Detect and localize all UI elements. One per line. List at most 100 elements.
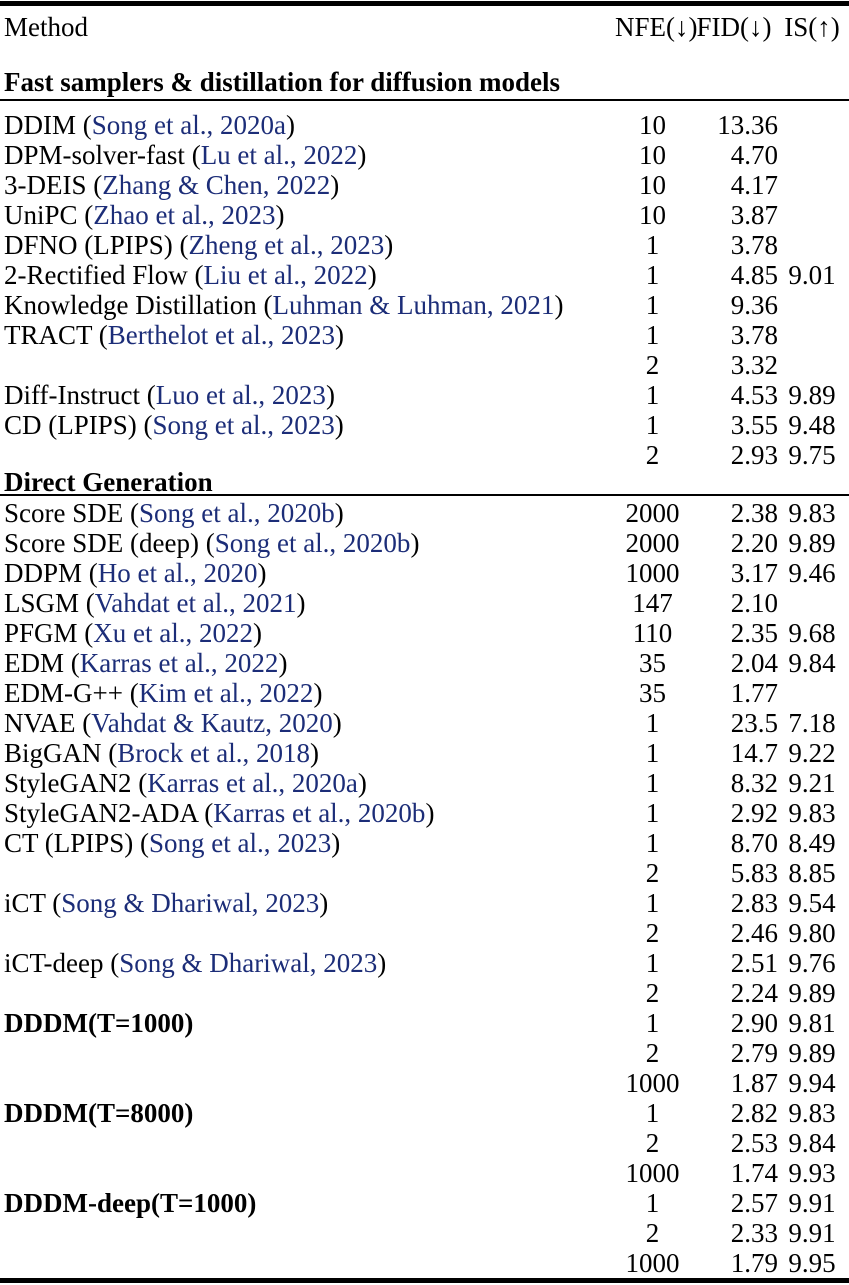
method-cell: 2-Rectified Flow (Liu et al., 2022): [4, 259, 377, 290]
method-cell: StyleGAN2 (Karras et al., 2020a): [4, 767, 367, 798]
is-cell: 9.76: [788, 947, 836, 978]
table-row: StyleGAN2-ADA (Karras et al., 2020b) 1 2.9…: [0, 798, 849, 828]
nfe-cell: 1: [645, 827, 660, 858]
is-cell: 9.93: [788, 1157, 836, 1188]
fid-cell: 3.87: [730, 199, 778, 230]
is-cell: 9.83: [788, 797, 836, 828]
citation-link[interactable]: Song et al., 2023: [149, 827, 332, 858]
fid-cell: 13.36: [717, 109, 778, 140]
nfe-cell: 1: [645, 707, 660, 738]
citation-link[interactable]: Zhao et al., 2023: [93, 199, 276, 230]
nfe-cell: 2: [645, 439, 660, 470]
fid-cell: 2.57: [730, 1187, 778, 1218]
method-cell: TRACT (Berthelot et al., 2023): [4, 319, 344, 350]
citation-link[interactable]: Kim et al., 2022: [138, 677, 314, 708]
method-cell: CT (LPIPS) (Song et al., 2023): [4, 827, 341, 858]
citation-link[interactable]: Song et al., 2020a: [91, 109, 286, 140]
nfe-cell: 1000: [625, 1067, 680, 1098]
method-name: EDM-G++: [4, 677, 123, 708]
citation-link[interactable]: Lu et al., 2022: [200, 139, 358, 170]
fid-cell: 2.79: [730, 1037, 778, 1068]
fid-cell: 3.32: [730, 349, 778, 380]
is-cell: 9.91: [788, 1217, 836, 1248]
nfe-cell: 1: [645, 947, 660, 978]
table-row: EDM (Karras et al., 2022) 35 2.04 9.84: [0, 648, 849, 678]
citation-link[interactable]: Song et al., 2020b: [138, 497, 335, 528]
fid-cell: 2.51: [730, 947, 778, 978]
citation-link[interactable]: Berthelot et al., 2023: [107, 319, 335, 350]
table-row: 2 2.24 9.89: [0, 978, 849, 1008]
citation-link[interactable]: Brock et al., 2018: [117, 737, 310, 768]
section-title: Direct Generation: [4, 466, 213, 497]
nfe-cell: 1: [645, 737, 660, 768]
nfe-cell: 1000: [625, 557, 680, 588]
citation-link[interactable]: Song & Dhariwal, 2023: [119, 947, 378, 978]
fid-cell: 3.17: [730, 557, 778, 588]
citation-link[interactable]: Vahdat & Kautz, 2020: [91, 707, 333, 738]
citation-link[interactable]: Zheng et al., 2023: [188, 229, 385, 260]
method-cell: DDIM (Song et al., 2020a): [4, 109, 295, 140]
citation-link[interactable]: Luo et al., 2023: [155, 379, 326, 410]
fid-cell: 2.24: [730, 977, 778, 1008]
nfe-cell: 1: [645, 1097, 660, 1128]
fid-cell: 2.92: [730, 797, 778, 828]
table-row: DDDM(T=1000) 1 2.90 9.81: [0, 1008, 849, 1038]
table-row: 1000 1.74 9.93: [0, 1158, 849, 1188]
fid-cell: 1.74: [730, 1157, 778, 1188]
method-name: EDM: [4, 647, 64, 678]
is-cell: 9.89: [788, 1037, 836, 1068]
table-row: iCT (Song & Dhariwal, 2023) 1 2.83 9.54: [0, 888, 849, 918]
nfe-cell: 1: [645, 1187, 660, 1218]
method-cell: iCT-deep (Song & Dhariwal, 2023): [4, 947, 387, 978]
table-row: 2 3.32: [0, 350, 849, 380]
method-cell: DDPM (Ho et al., 2020): [4, 557, 267, 588]
citation-link[interactable]: Vahdat et al., 2021: [94, 587, 297, 618]
citation-link[interactable]: Ho et al., 2020: [97, 557, 258, 588]
citation-link[interactable]: Liu et al., 2022: [203, 259, 368, 290]
citation-link[interactable]: Song et al., 2020b: [214, 527, 411, 558]
fid-cell: 5.83: [730, 857, 778, 888]
is-cell: 9.75: [788, 439, 836, 470]
nfe-cell: 35: [639, 647, 666, 678]
fid-cell: 2.04: [730, 647, 778, 678]
is-cell: 9.83: [788, 497, 836, 528]
nfe-cell: 1000: [625, 1157, 680, 1188]
fid-cell: 14.7: [730, 737, 778, 768]
method-cell: Score SDE (deep) (Song et al., 2020b): [4, 527, 420, 558]
table-row: DDPM (Ho et al., 2020) 1000 3.17 9.46: [0, 558, 849, 588]
section-rule: [0, 99, 849, 101]
fid-cell: 2.82: [730, 1097, 778, 1128]
method-name: StyleGAN2-ADA: [4, 797, 198, 828]
fid-cell: 2.53: [730, 1127, 778, 1158]
table-row: 2 2.79 9.89: [0, 1038, 849, 1068]
citation-link[interactable]: Song & Dhariwal, 2023: [61, 887, 320, 918]
is-cell: 9.54: [788, 887, 836, 918]
citation-link[interactable]: Zhang & Chen, 2022: [102, 169, 331, 200]
method-name: DDDM-deep(T=1000): [4, 1187, 257, 1218]
method-cell: Diff-Instruct (Luo et al., 2023): [4, 379, 335, 410]
citation-link[interactable]: Karras et al., 2022: [79, 647, 279, 678]
column-header-nfe: NFE(↓): [615, 11, 698, 42]
fid-cell: 23.5: [730, 707, 778, 738]
table-row: NVAE (Vahdat & Kautz, 2020) 1 23.5 7.18: [0, 708, 849, 738]
citation-link[interactable]: Luhman & Luhman, 2021: [272, 289, 555, 320]
is-cell: 9.83: [788, 1097, 836, 1128]
method-cell: NVAE (Vahdat & Kautz, 2020): [4, 707, 342, 738]
fid-cell: 9.36: [730, 289, 778, 320]
section-rows: DDIM (Song et al., 2020a) 10 13.36 DPM-solv…: [0, 101, 849, 470]
nfe-cell: 2: [645, 1037, 660, 1068]
citation-link[interactable]: Karras et al., 2020a: [147, 767, 358, 798]
citation-link[interactable]: Song et al., 2023: [152, 409, 335, 440]
citation-link[interactable]: Xu et al., 2022: [93, 617, 254, 648]
nfe-cell: 2000: [625, 527, 680, 558]
nfe-cell: 2: [645, 349, 660, 380]
nfe-cell: 1: [645, 409, 660, 440]
nfe-cell: 2000: [625, 497, 680, 528]
column-header-is: IS(↑): [784, 11, 840, 42]
fid-cell: 3.78: [730, 319, 778, 350]
citation-link[interactable]: Karras et al., 2020b: [213, 797, 426, 828]
table-row: DDDM(T=8000) 1 2.82 9.83: [0, 1098, 849, 1128]
fid-cell: 3.78: [730, 229, 778, 260]
is-cell: 8.85: [788, 857, 836, 888]
